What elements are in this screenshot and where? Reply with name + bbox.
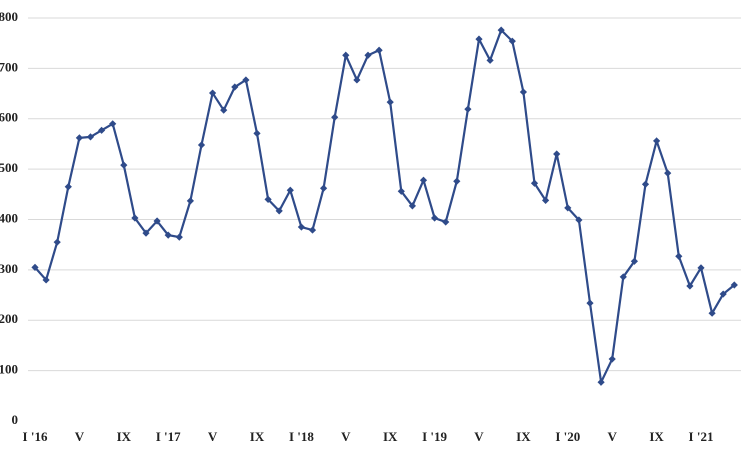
data-point (153, 217, 161, 225)
data-point (630, 257, 638, 265)
data-point (98, 126, 106, 134)
data-point (353, 76, 361, 84)
data-point (397, 187, 405, 195)
data-point (308, 226, 317, 234)
x-tick-label: V (608, 429, 618, 444)
data-point (164, 231, 172, 239)
data-point (730, 281, 738, 289)
x-tick-label: V (341, 429, 351, 444)
data-point (553, 150, 561, 158)
y-tick-label: 200 (0, 311, 18, 326)
data-line (34, 28, 735, 386)
data-point (475, 35, 483, 43)
data-point (453, 177, 461, 185)
data-point (86, 133, 95, 141)
data-point (342, 51, 350, 59)
x-tick-label: IX (250, 429, 265, 444)
data-point (408, 202, 416, 210)
y-tick-label: 100 (0, 362, 18, 377)
data-point (542, 196, 550, 204)
data-point (530, 179, 539, 187)
x-tick-label: V (474, 429, 484, 444)
data-point (619, 273, 627, 281)
x-tick-label: I '17 (156, 429, 181, 444)
data-point (375, 46, 383, 54)
data-point (586, 299, 594, 307)
data-point (486, 56, 494, 64)
data-point (297, 223, 305, 231)
y-tick-label: 400 (0, 210, 18, 225)
data-point (364, 51, 372, 59)
data-point (431, 214, 439, 222)
data-point (109, 120, 117, 128)
x-tick-label: I '19 (422, 429, 447, 444)
y-tick-label: 600 (0, 110, 18, 125)
x-tick-label: V (208, 429, 218, 444)
data-point (231, 83, 239, 91)
data-point (519, 88, 527, 96)
x-tick-label: IX (516, 429, 531, 444)
y-tick-label: 300 (0, 261, 18, 276)
data-point (186, 197, 194, 205)
x-tick-label: I '20 (555, 429, 580, 444)
data-point (220, 106, 228, 114)
y-tick-label: 700 (0, 59, 18, 74)
data-point (708, 309, 716, 317)
data-point (575, 216, 583, 224)
data-point (64, 183, 72, 191)
x-tick-label: IX (649, 429, 664, 444)
data-point (197, 141, 206, 149)
data-point (286, 186, 294, 194)
y-tick-label: 800 (0, 9, 18, 24)
data-point (175, 233, 183, 241)
x-tick-label: I '16 (23, 429, 48, 444)
data-point (464, 105, 472, 113)
data-point (253, 129, 261, 137)
data-point (641, 180, 650, 188)
x-tick-label: V (75, 429, 85, 444)
data-point (242, 76, 250, 84)
data-point (697, 264, 705, 272)
data-point (664, 169, 672, 177)
data-point (608, 355, 616, 363)
data-point (120, 161, 128, 169)
y-tick-label: 0 (12, 412, 19, 427)
data-point (53, 238, 61, 246)
data-point (209, 89, 217, 97)
data-point (264, 195, 272, 203)
data-point (675, 252, 683, 260)
data-point (131, 214, 139, 222)
data-point (597, 378, 605, 386)
x-tick-label: I '21 (689, 429, 714, 444)
data-point (419, 176, 428, 184)
data-point (497, 26, 505, 34)
data-point (75, 134, 83, 142)
data-point (320, 184, 328, 192)
data-point (508, 37, 516, 45)
data-point (564, 204, 572, 212)
data-point (442, 218, 450, 226)
x-tick-label: IX (117, 429, 132, 444)
data-point (653, 137, 661, 145)
data-point (31, 263, 39, 271)
data-point (386, 98, 394, 106)
y-tick-label: 500 (0, 160, 18, 175)
data-point (275, 207, 283, 215)
data-point (331, 113, 339, 121)
x-tick-label: I '18 (289, 429, 314, 444)
data-point (719, 290, 727, 298)
data-point (686, 282, 694, 290)
x-tick-label: IX (383, 429, 398, 444)
data-point (42, 276, 50, 284)
data-point (142, 229, 150, 237)
